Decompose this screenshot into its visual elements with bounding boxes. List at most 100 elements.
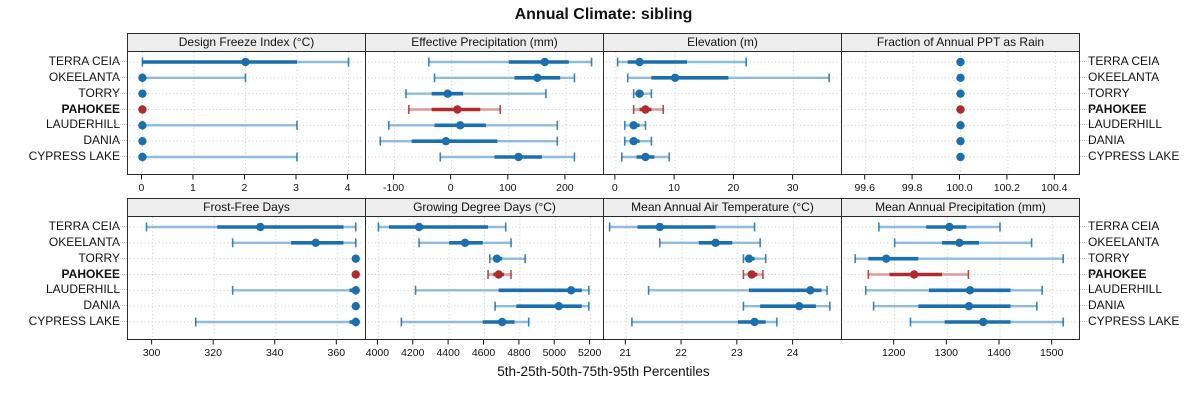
svg-text:1500: 1500: [1040, 347, 1064, 359]
series-torry: [351, 254, 360, 263]
site-label-okeelanta: OKEELANTA: [1088, 69, 1160, 84]
median-dot: [655, 222, 664, 232]
series-torry: [742, 254, 767, 264]
grid-dots: [114, 140, 127, 142]
panel-plot: [368, 217, 601, 339]
median-dot: [978, 317, 988, 327]
grid-dots: [114, 108, 127, 110]
grid-dots: [1080, 241, 1093, 243]
site-label-dania: DANIA: [83, 298, 120, 313]
panel-row-2: TERRA CEIA OKEELANTA TORRY PAHOKEE LAUDERHIL…: [0, 198, 1198, 362]
svg-text:300: 300: [143, 347, 161, 359]
series-dania: [742, 301, 831, 311]
panel-fraction-of-annual-ppt-as-rain: Fraction of Annual PPT as Rain 99.6 99.8 10…: [841, 33, 1080, 197]
site-label-terra-ceia: TERRA CEIA: [1088, 54, 1160, 68]
grid-dots: [1080, 305, 1093, 307]
site-label-cypress-lake: CYPRESS LAKE: [1088, 314, 1180, 328]
series-terra-ceia: [608, 222, 756, 232]
panel-box: Effective Precipitation (mm): [365, 33, 604, 175]
site-label-okeelanta: OKEELANTA: [1088, 234, 1160, 249]
series-terra-ceia: [878, 222, 1001, 232]
series-pahokee: [867, 270, 970, 279]
panel-box: Growing Degree Days (°C): [365, 198, 604, 340]
series-dania: [494, 301, 590, 311]
site-label-torry: TORRY: [78, 250, 120, 265]
series-dania: [138, 136, 147, 146]
series-cypress-lake: [909, 317, 1064, 327]
panel-plot: [606, 217, 839, 339]
panel-plot: [606, 52, 839, 174]
svg-text:0: 0: [612, 182, 618, 194]
panel-axis: 0 10 20 30: [612, 175, 799, 194]
median-dot: [882, 254, 891, 263]
median-dot: [351, 317, 360, 327]
site-label-pahokee: PAHOKEE: [61, 101, 120, 116]
svg-text:2: 2: [242, 182, 248, 194]
panel-strip-title: Mean Annual Precipitation (mm): [842, 199, 1079, 217]
median-dot: [909, 270, 919, 279]
panel-elevation-m: Elevation (m) 0 10 20 30: [603, 33, 842, 197]
svg-text:1400: 1400: [987, 347, 1011, 359]
panel-design-freeze-index-c: Design Freeze Index (°C) 0 1 2 3 4: [127, 33, 366, 197]
series-okeelanta: [626, 73, 830, 83]
svg-text:0: 0: [448, 182, 454, 194]
site-label-cypress-lake: CYPRESS LAKE: [28, 314, 120, 328]
svg-text:4000: 4000: [366, 347, 390, 359]
series-lauderhill: [138, 120, 298, 130]
grid-dots: [114, 273, 127, 275]
series-pahokee: [742, 270, 764, 279]
panel-frost-free-days: Frost-Free Days 300 320 340 360: [127, 198, 366, 362]
series-cypress-lake: [631, 317, 778, 327]
series-torry: [138, 89, 147, 98]
median-dot: [456, 121, 465, 130]
series-okeelanta: [956, 73, 965, 83]
series-pahokee: [487, 270, 512, 279]
panel-strip-title: Elevation (m): [604, 34, 841, 52]
median-dot: [497, 317, 507, 327]
median-dot: [138, 73, 147, 83]
grid-dots: [1080, 273, 1093, 275]
series-lauderhill: [231, 285, 360, 295]
series-lauderhill: [956, 121, 965, 130]
panel-axis: 300 320 340 360: [143, 340, 345, 359]
panel-mean-annual-precipitation-mm: Mean Annual Precipitation (mm) 1200 1300 14…: [841, 198, 1080, 362]
site-label-dania: DANIA: [1088, 298, 1125, 313]
svg-text:99.6: 99.6: [854, 182, 875, 194]
series-okeelanta: [231, 238, 357, 248]
median-dot: [670, 73, 680, 83]
panel-axis: 1200 1300 1400 1500: [882, 340, 1064, 359]
series-pahokee: [632, 105, 665, 114]
svg-text:100.0: 100.0: [946, 182, 972, 194]
grid-dots: [1080, 61, 1093, 62]
svg-text:30: 30: [787, 182, 799, 194]
site-label-pahokee: PAHOKEE: [1088, 101, 1147, 116]
site-label-pahokee: PAHOKEE: [61, 266, 120, 281]
svg-text:4: 4: [345, 182, 351, 194]
panel-row-1: TERRA CEIA OKEELANTA TORRY PAHOKEE LAUDERHIL…: [0, 33, 1198, 197]
median-dot: [533, 73, 542, 83]
svg-text:22: 22: [675, 347, 687, 359]
median-dot: [514, 152, 523, 162]
series-lauderhill: [647, 285, 828, 295]
grid-dots: [1080, 321, 1093, 322]
site-label-torry: TORRY: [1088, 250, 1130, 265]
panel-strip-title: Growing Degree Days (°C): [366, 199, 603, 217]
series-torry: [489, 254, 526, 264]
site-label-terra-ceia: TERRA CEIA: [1088, 219, 1160, 233]
site-label-lauderhill: LAUDERHILL: [45, 117, 120, 132]
median-dot: [956, 105, 965, 114]
series-okeelanta: [138, 73, 247, 83]
svg-text:0: 0: [139, 182, 145, 194]
grid-dots: [114, 61, 127, 62]
median-dot: [744, 254, 754, 263]
median-dot: [794, 301, 804, 311]
grid-dots: [1080, 76, 1093, 78]
site-label-dania: DANIA: [1088, 133, 1125, 148]
site-label-torry: TORRY: [78, 85, 120, 100]
panel-axis: 21 22 23 24: [619, 340, 799, 359]
grid-dots: [1080, 108, 1093, 110]
svg-text:3: 3: [293, 182, 299, 194]
series-terra-ceia: [428, 57, 593, 67]
svg-text:1200: 1200: [882, 347, 906, 359]
series-okeelanta: [418, 238, 512, 248]
